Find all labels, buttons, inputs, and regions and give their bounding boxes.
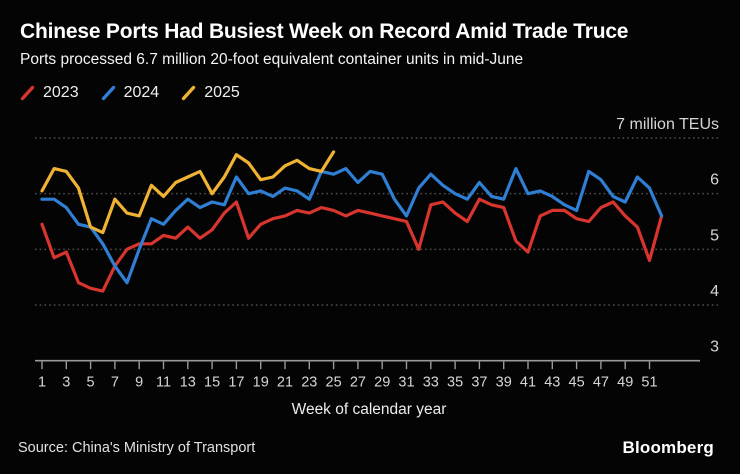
x-tick-label-45: 45: [569, 375, 585, 391]
y-tick-label-5: 5: [710, 227, 719, 244]
source-text: Source: China's Ministry of Transport: [18, 440, 256, 456]
legend-item-label: 2025: [204, 84, 240, 101]
legend-item-2025: 2025: [181, 85, 240, 101]
legend-item-label: 2023: [43, 84, 79, 101]
x-tick-label-11: 11: [156, 375, 171, 391]
x-tick-label-1: 1: [38, 375, 46, 391]
y-tick-label-6: 6: [710, 172, 719, 189]
legend-slash-icon: [101, 85, 115, 101]
x-tick-label-23: 23: [301, 375, 317, 391]
bloomberg-logo: Bloomberg: [622, 438, 714, 457]
legend-item-2024: 2024: [101, 84, 160, 101]
x-tick-label-27: 27: [350, 375, 366, 391]
legend-slash-icon: [181, 85, 196, 101]
y-tick-label-7: 7 million TEUs: [616, 116, 719, 133]
x-tick-label-47: 47: [593, 375, 609, 391]
chart-legend: 2023 2024 2025: [20, 83, 240, 103]
x-tick-label-37: 37: [471, 375, 487, 391]
x-tick-label-7: 7: [111, 375, 119, 391]
x-tick-label-49: 49: [617, 375, 633, 391]
x-tick-label-17: 17: [228, 375, 244, 391]
series-line-2023: [40, 197, 664, 293]
series-line-2024: [40, 167, 664, 285]
y-tick-label-3: 3: [710, 339, 719, 356]
series-line-2025: [40, 150, 336, 235]
chart-subtitle: Ports processed 6.7 million 20-foot equi…: [20, 51, 524, 68]
legend-item-2023: 2023: [20, 85, 79, 101]
x-tick-label-43: 43: [544, 375, 560, 391]
x-tick-label-25: 25: [326, 375, 342, 391]
x-tick-label-19: 19: [253, 375, 269, 391]
x-tick-label-31: 31: [398, 375, 414, 391]
x-tick-label-21: 21: [277, 375, 293, 391]
x-axis-label: Week of calendar year: [291, 401, 447, 418]
chart-title: Chinese Ports Had Busiest Week on Record…: [20, 20, 629, 43]
x-tick-label-29: 29: [374, 375, 390, 391]
x-tick-label-9: 9: [135, 375, 143, 391]
legend-item-label: 2024: [123, 84, 160, 101]
x-tick-label-35: 35: [447, 375, 463, 391]
x-tick-label-51: 51: [641, 375, 657, 391]
x-tick-label-33: 33: [423, 375, 439, 391]
x-tick-label-3: 3: [62, 375, 70, 391]
legend-slash-icon: [20, 85, 35, 101]
y-tick-label-4: 4: [710, 283, 719, 300]
x-tick-label-39: 39: [496, 375, 512, 391]
x-tick-label-41: 41: [520, 375, 536, 391]
x-tick-label-13: 13: [180, 375, 196, 391]
x-tick-label-15: 15: [204, 375, 220, 391]
x-tick-label-5: 5: [87, 375, 95, 391]
